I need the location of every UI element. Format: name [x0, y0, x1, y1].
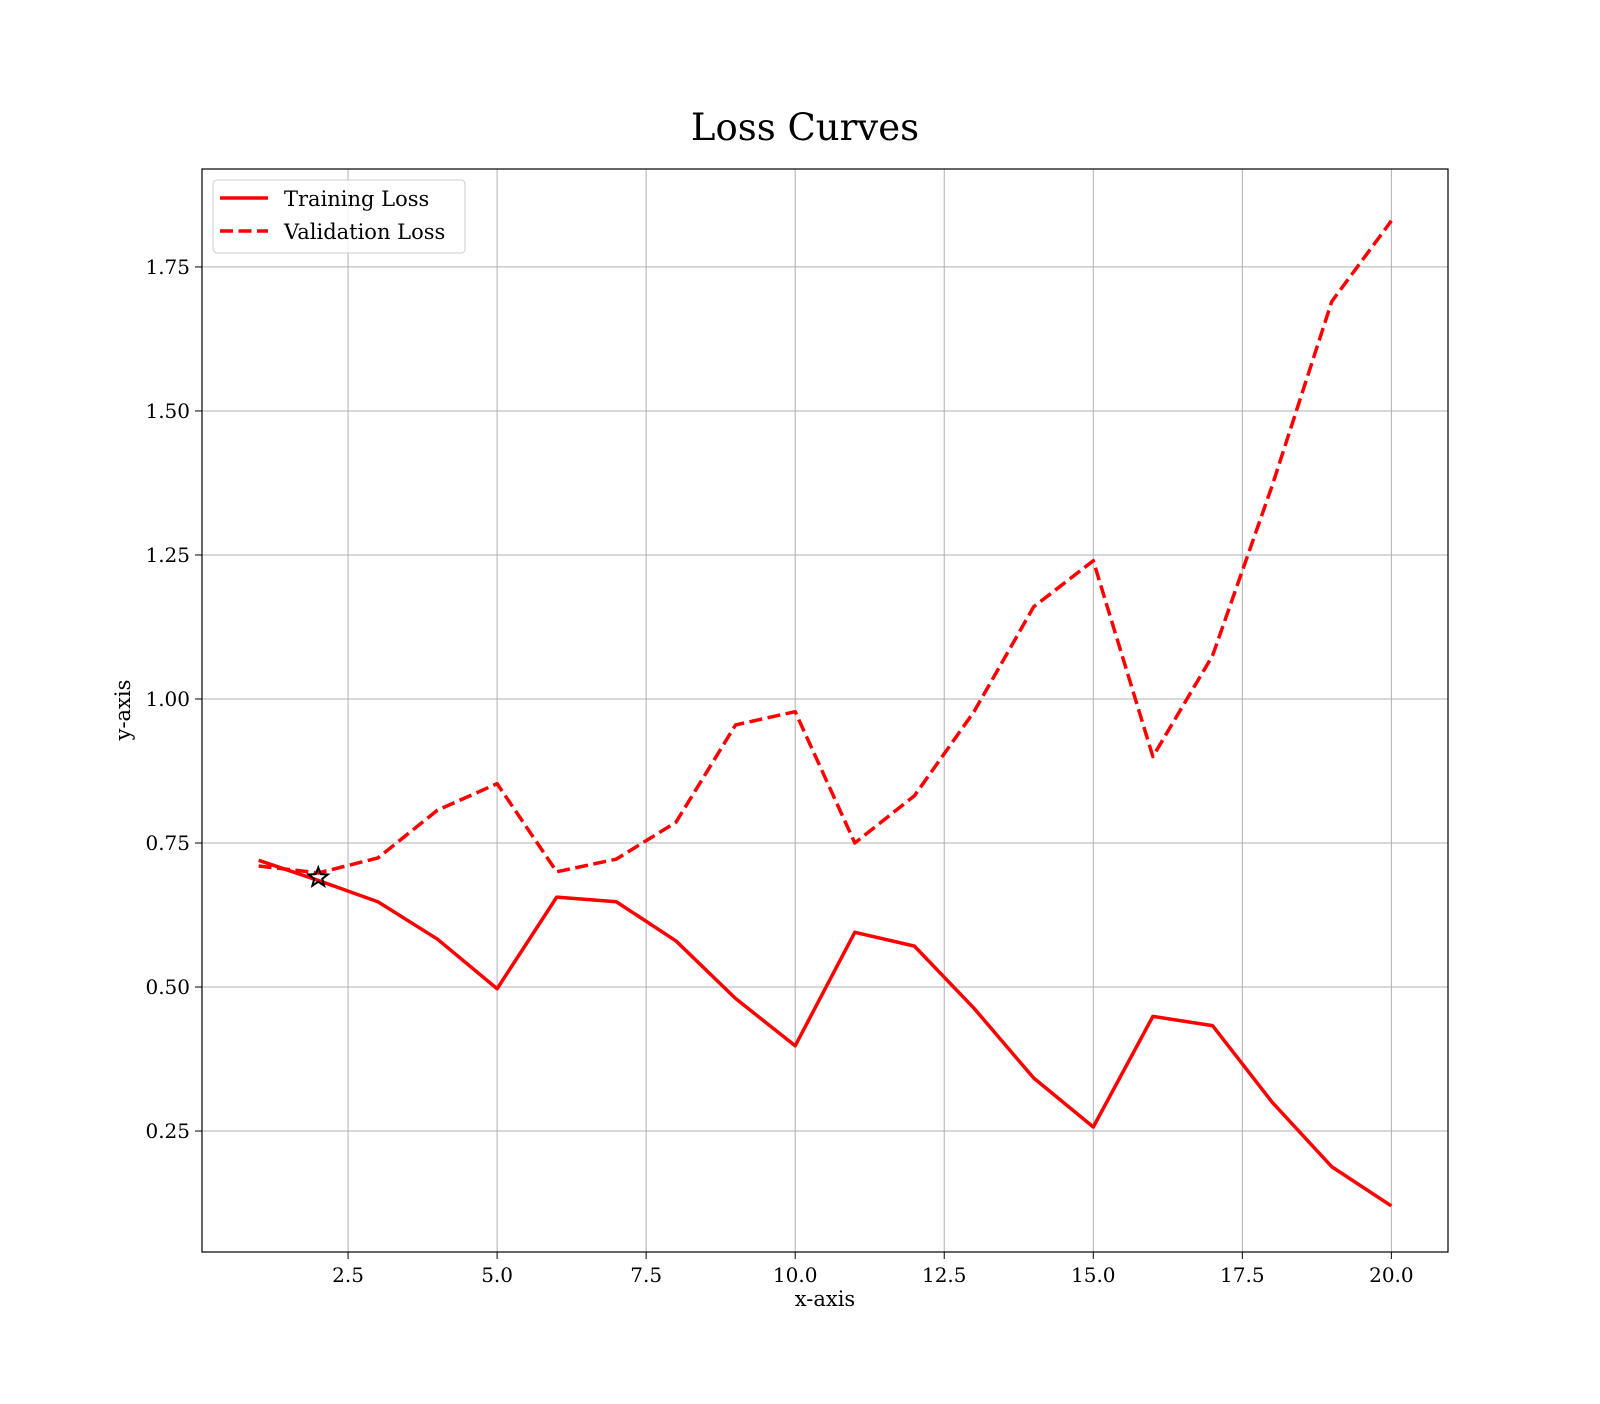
y-axis-label: y-axis — [111, 680, 135, 742]
y-tick-label: 1.25 — [145, 543, 190, 567]
legend-box — [212, 179, 466, 254]
x-tick-label: 7.5 — [630, 1263, 662, 1287]
x-axis-label: x-axis — [795, 1287, 855, 1311]
star-icon — [306, 864, 331, 888]
x-tick-label: 2.5 — [332, 1263, 364, 1287]
x-tick-label: 17.5 — [1220, 1263, 1265, 1287]
markers — [306, 864, 331, 888]
x-tick-label: 15.0 — [1071, 1263, 1116, 1287]
x-tick-label: 5.0 — [481, 1263, 513, 1287]
grid-lines — [202, 169, 1448, 1252]
x-tick-label: 10.0 — [773, 1263, 818, 1287]
legend: Training Loss Validation Loss — [212, 179, 466, 254]
y-tick-label: 0.50 — [145, 975, 190, 999]
x-tick-label: 12.5 — [922, 1263, 967, 1287]
legend-label-training: Training Loss — [284, 187, 429, 211]
y-tick-label: 0.25 — [145, 1119, 190, 1143]
y-tick-label: 1.50 — [145, 399, 190, 423]
y-tick-label: 1.00 — [145, 687, 190, 711]
plot-frame — [201, 168, 1449, 1253]
legend-label-validation: Validation Loss — [283, 220, 445, 244]
validation-loss-line — [258, 219, 1393, 875]
y-tick-label: 1.75 — [145, 255, 190, 279]
chart-title: Loss Curves — [691, 106, 919, 149]
series-lines — [258, 219, 1393, 1208]
x-tick-label: 20.0 — [1369, 1263, 1414, 1287]
axis-ticks: 2.5 5.0 7.5 10.0 12.5 15.0 17.5 20.0 0.25 0.50 0.7… — [145, 255, 1413, 1287]
y-tick-label: 0.75 — [145, 831, 190, 855]
training-loss-line — [258, 858, 1393, 1208]
